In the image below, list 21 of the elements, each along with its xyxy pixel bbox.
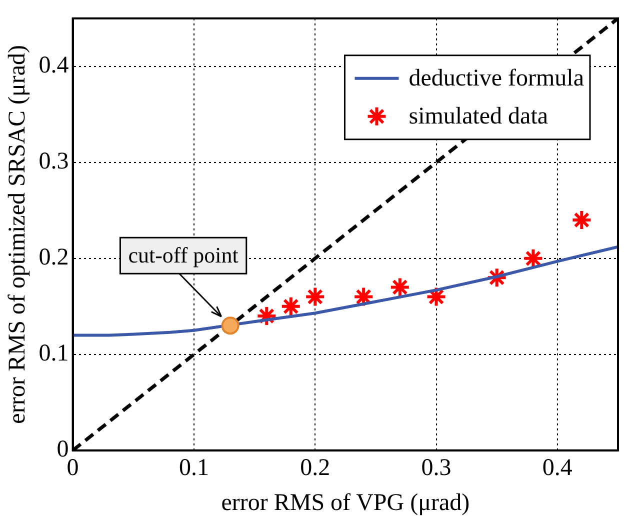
point <box>389 276 410 298</box>
annotation: cut-off point <box>128 242 238 268</box>
x-tick-label: 0.1 <box>178 455 209 482</box>
point <box>221 316 240 335</box>
y-tick-label: 0 <box>56 436 69 463</box>
point <box>571 210 592 230</box>
legend-label: simulated data <box>408 104 548 130</box>
y-axis-title: error RMS of optimized SRSAC (μrad) <box>4 44 31 424</box>
x-tick-label: 0.4 <box>542 455 572 482</box>
point <box>304 286 326 308</box>
y-tick-label: 0.2 <box>38 244 69 271</box>
point <box>353 286 374 308</box>
x-axis-title: error RMS of VPG (μrad) <box>221 490 470 516</box>
y-tick-label: 0.1 <box>38 340 69 367</box>
point <box>426 286 447 308</box>
x-tick-label: 0.2 <box>300 455 330 482</box>
y-tick-label: 0.3 <box>38 148 69 175</box>
y-tick-label: 0.4 <box>38 52 69 79</box>
legend-label: deductive formula <box>408 66 584 92</box>
point <box>280 296 302 317</box>
x-tick-label: 0.3 <box>421 455 452 482</box>
